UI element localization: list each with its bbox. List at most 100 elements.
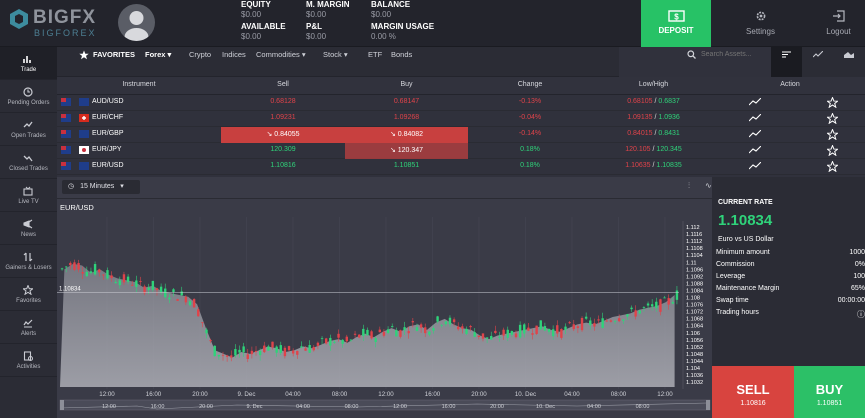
candle bbox=[432, 328, 435, 331]
trade-chart-icon[interactable] bbox=[748, 161, 762, 172]
trade-chart-icon[interactable] bbox=[748, 129, 762, 140]
expand-icon[interactable] bbox=[61, 114, 71, 122]
star-icon bbox=[79, 50, 89, 60]
tab-favorites[interactable]: FAVORITES bbox=[93, 50, 135, 59]
sidebar-item-activities[interactable]: Activities bbox=[0, 344, 57, 377]
candle bbox=[382, 331, 386, 336]
sidebar-item-open-trades[interactable]: Open Trades bbox=[0, 113, 57, 146]
trade-chart-icon[interactable] bbox=[748, 113, 762, 124]
tab-forex-label: Forex bbox=[145, 50, 166, 59]
candlestick-chart: 12:00 16:00 20:00 9. Dec 04:00 08:00 12:00 16:0… bbox=[57, 181, 712, 411]
col-low-high: Low/High bbox=[638, 81, 669, 88]
closed-trades-icon bbox=[23, 155, 33, 162]
candle bbox=[403, 327, 406, 331]
candle bbox=[448, 317, 452, 325]
deposit-button[interactable]: $ DEPOSIT bbox=[641, 0, 711, 47]
search-box[interactable] bbox=[619, 47, 771, 77]
expand-icon[interactable] bbox=[61, 162, 71, 170]
sidebar-item-news[interactable]: News bbox=[0, 212, 57, 245]
rate-detail-row: Minimum amount 1000 bbox=[716, 249, 865, 256]
candle bbox=[110, 275, 113, 279]
logout-button[interactable]: Logout bbox=[812, 0, 865, 47]
tab-stock[interactable]: Stock ▾ bbox=[323, 49, 348, 79]
trade-chart-icon[interactable] bbox=[748, 97, 762, 108]
favorite-star-icon[interactable] bbox=[825, 144, 840, 158]
buy-price[interactable]: 0.68147 bbox=[393, 98, 420, 105]
brand-logo[interactable]: BIGFX BIGFOREX bbox=[8, 6, 116, 42]
avatar[interactable] bbox=[118, 4, 155, 41]
tab-commodities[interactable]: Commodities ▾ bbox=[256, 49, 306, 79]
info-icon[interactable]: ⓘ bbox=[857, 310, 865, 319]
buy-price[interactable]: 1.09268 bbox=[393, 114, 420, 121]
favorite-star-icon[interactable] bbox=[825, 128, 840, 142]
change-value: -0.04% bbox=[518, 114, 542, 121]
trade-chart-icon[interactable] bbox=[748, 145, 762, 156]
tab-forex[interactable]: Forex ▾ bbox=[145, 49, 171, 79]
sidebar-item-closed-trades[interactable]: Closed Trades bbox=[0, 146, 57, 179]
favorite-star-icon[interactable] bbox=[825, 112, 840, 126]
timeframe-select[interactable]: ◷ 15 Minutes ▾ bbox=[62, 180, 140, 194]
candle bbox=[506, 329, 509, 338]
sidebar-item-live-tv[interactable]: Live TV bbox=[0, 179, 57, 212]
candle bbox=[176, 299, 179, 301]
buy-price[interactable]: ↘ 120.347 bbox=[389, 147, 424, 154]
chart-view-button[interactable] bbox=[802, 47, 833, 77]
navigator-tick: 16:00 bbox=[442, 404, 456, 410]
favorite-star-icon[interactable] bbox=[825, 96, 840, 110]
line-type-icon[interactable]: ∿ bbox=[705, 181, 712, 190]
instrument-name: AUD/USD bbox=[92, 98, 124, 105]
sidebar-item-label: Alerts bbox=[20, 331, 37, 337]
list-view-button[interactable] bbox=[771, 47, 802, 77]
low-value: 120.105 bbox=[625, 146, 651, 153]
buy-price[interactable]: ↘ 0.84082 bbox=[389, 131, 424, 138]
tab-indices[interactable]: Indices bbox=[222, 50, 246, 59]
candle-type-icon[interactable]: ⫶ bbox=[688, 181, 690, 190]
table-row[interactable]: EUR/CHF 1.09231 1.09268 -0.04% 1.09135 / 1.0… bbox=[57, 111, 865, 127]
candle bbox=[98, 269, 101, 273]
search-input[interactable] bbox=[701, 48, 765, 60]
table-row[interactable]: EUR/GBP ↘ 0.84055 ↘ 0.84082 -0.14% 0.84015 /… bbox=[57, 127, 865, 143]
usage-value: 0.00 % bbox=[371, 32, 396, 41]
sell-price[interactable]: 120.309 bbox=[270, 146, 296, 153]
low-high: 0.84015 / 0.8431 bbox=[627, 130, 680, 137]
candle bbox=[250, 350, 254, 355]
sidebar-item-pending-orders[interactable]: Pending Orders bbox=[0, 80, 57, 113]
sidebar-item-trade[interactable]: Trade bbox=[0, 47, 57, 80]
favorite-star-icon[interactable] bbox=[825, 160, 840, 174]
rate-detail-row: Trading hours ⓘ bbox=[716, 309, 865, 319]
sidebar-item-gainers-losers[interactable]: Gainers & Losers bbox=[0, 245, 57, 278]
table-row[interactable]: EUR/USD 1.10816 1.10851 0.18% 1.10635 / 1.10… bbox=[57, 159, 865, 175]
navigator-handle-right bbox=[706, 400, 710, 410]
col-instrument: Instrument bbox=[122, 81, 156, 88]
gainers-losers-icon bbox=[23, 252, 33, 262]
price-chart[interactable]: ◷ 15 Minutes ▾ EUR/USD 12:00 16:00 20:00 9.… bbox=[57, 177, 712, 418]
buy-button[interactable]: BUY 1.10851 bbox=[794, 366, 865, 418]
expand-icon[interactable] bbox=[61, 146, 71, 154]
sidebar-item-favorites[interactable]: Favorites bbox=[0, 278, 57, 311]
sell-price[interactable]: ↘ 0.84055 bbox=[266, 131, 300, 138]
buy-price[interactable]: 1.10851 bbox=[393, 162, 420, 169]
sell-price[interactable]: 1.10816 bbox=[270, 162, 296, 169]
sidebar-item-alerts[interactable]: Alerts bbox=[0, 311, 57, 344]
settings-label: Settings bbox=[746, 27, 775, 36]
sell-price[interactable]: 0.68128 bbox=[270, 98, 296, 105]
y-tick-label: 1.104 bbox=[686, 366, 700, 372]
tab-etf[interactable]: ETF bbox=[368, 50, 383, 59]
settings-button[interactable]: Settings bbox=[733, 0, 788, 47]
equity-label: EQUITY bbox=[241, 0, 271, 9]
tab-crypto[interactable]: Crypto bbox=[189, 50, 212, 59]
grid-view-button[interactable] bbox=[833, 47, 865, 77]
rate-detail-label: Commission bbox=[716, 261, 755, 268]
expand-icon[interactable] bbox=[61, 98, 71, 106]
low-high: 1.09135 / 1.0936 bbox=[627, 114, 680, 121]
candle bbox=[221, 354, 225, 356]
margin-stat: M. MARGIN $0.00 bbox=[306, 0, 350, 20]
table-row[interactable]: EUR/JPY 120.309 ↘ 120.347 0.18% 120.105 / 12… bbox=[57, 143, 865, 159]
tab-bonds[interactable]: Bonds bbox=[391, 50, 413, 59]
y-tick-label: 1.1092 bbox=[686, 274, 703, 280]
rate-detail-row: Maintenance Margin 65% bbox=[716, 285, 865, 292]
expand-icon[interactable] bbox=[61, 130, 71, 138]
sell-price[interactable]: 1.09231 bbox=[270, 114, 296, 121]
sell-button[interactable]: SELL 1.10816 bbox=[712, 366, 794, 418]
table-row[interactable]: AUD/USD 0.68128 0.68147 -0.13% 0.68105 / 0.6… bbox=[57, 95, 865, 111]
